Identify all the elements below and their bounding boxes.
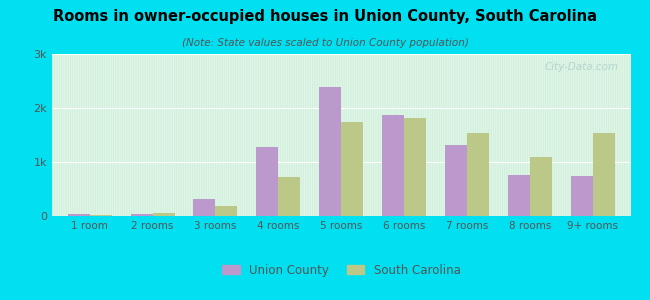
Bar [68,214,90,216]
Bar [382,115,404,216]
Bar [593,133,615,216]
Bar [445,145,467,216]
Bar [216,206,237,216]
Bar [530,157,552,216]
Bar [571,176,593,216]
Bar [467,133,489,216]
Bar [319,88,341,216]
Bar [508,175,530,216]
Bar [194,199,216,216]
Text: Rooms in owner-occupied houses in Union County, South Carolina: Rooms in owner-occupied houses in Union … [53,9,597,24]
Bar [153,213,175,216]
Bar [90,215,112,216]
Legend: Union County, South Carolina: Union County, South Carolina [217,259,465,281]
Text: (Note: State values scaled to Union County population): (Note: State values scaled to Union Coun… [181,38,469,47]
Bar [256,147,278,216]
Bar [278,177,300,216]
Text: City-Data.com: City-Data.com [545,62,619,72]
Bar [131,214,153,216]
Bar [341,122,363,216]
Bar [404,118,426,216]
